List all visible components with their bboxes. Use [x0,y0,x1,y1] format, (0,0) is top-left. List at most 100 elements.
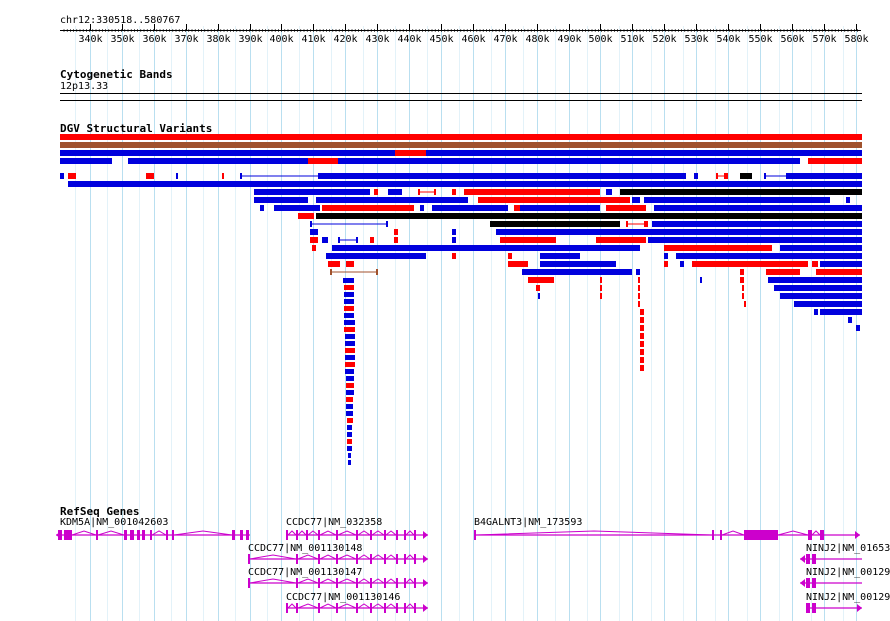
sv-feature[interactable] [347,425,352,430]
sv-link-end[interactable] [764,173,766,179]
sv-feature[interactable] [740,173,752,179]
gene-exon[interactable] [404,603,406,613]
sv-feature[interactable] [128,158,308,164]
gene-model[interactable] [474,530,860,540]
sv-feature[interactable] [812,261,818,267]
sv-feature[interactable] [60,142,862,148]
gene-exon[interactable] [812,554,816,564]
gene-exon[interactable] [296,603,298,613]
gene-exon[interactable] [64,530,72,540]
sv-link-end[interactable] [240,173,242,179]
sv-link-end[interactable] [330,269,332,275]
gene-exon[interactable] [306,530,308,540]
ruler[interactable] [0,0,890,50]
gene-exon[interactable] [808,530,812,540]
gene-exon[interactable] [130,530,134,540]
sv-feature[interactable] [490,221,620,227]
sv-feature[interactable] [648,237,862,243]
gene-exon[interactable] [812,578,816,588]
gene-exon[interactable] [414,530,416,540]
sv-feature[interactable] [600,277,602,283]
sv-feature[interactable] [638,301,640,307]
sv-feature[interactable] [312,245,316,251]
sv-feature[interactable] [348,453,351,458]
sv-link-end[interactable] [644,221,646,227]
gene-exon[interactable] [336,530,338,540]
sv-feature[interactable] [60,150,862,156]
sv-feature[interactable] [344,306,354,311]
sv-feature[interactable] [596,237,646,243]
gene-exon[interactable] [384,603,386,613]
sv-link-end[interactable] [626,221,628,227]
sv-feature[interactable] [343,278,354,283]
sv-feature[interactable] [768,277,862,283]
sv-feature[interactable] [620,189,862,195]
gene-exon[interactable] [296,554,298,564]
sv-feature[interactable] [500,237,556,243]
sv-feature[interactable] [632,197,640,203]
sv-feature[interactable] [344,285,354,290]
gene-label[interactable]: CCDC77|NM_001130147 [248,567,363,578]
sv-feature[interactable] [346,390,354,395]
gene-exon[interactable] [414,554,416,564]
gene-exon[interactable] [124,530,127,540]
sv-feature[interactable] [744,301,746,307]
sv-feature[interactable] [740,269,744,275]
gene-exon[interactable] [296,530,298,540]
sv-feature[interactable] [742,285,744,291]
sv-feature[interactable] [298,213,314,219]
gene-exon[interactable] [318,578,320,588]
sv-link-end[interactable] [726,173,728,179]
gene-exon[interactable] [356,554,358,564]
sv-feature[interactable] [652,221,862,227]
gene-exon[interactable] [248,554,250,564]
sv-feature[interactable] [692,261,808,267]
sv-feature[interactable] [374,189,378,195]
sv-feature[interactable] [347,418,353,423]
gene-exon[interactable] [96,530,98,540]
sv-feature[interactable] [322,205,336,211]
gene-label[interactable]: NINJ2|NM_01653 [806,543,890,554]
sv-feature[interactable] [640,341,644,347]
gene-model[interactable] [800,554,862,564]
sv-feature[interactable] [260,205,264,211]
sv-feature[interactable] [432,205,508,211]
gene-exon[interactable] [232,530,235,540]
sv-feature[interactable] [346,376,354,381]
gene-exon[interactable] [474,530,476,540]
sv-feature[interactable] [254,189,370,195]
gene-exon[interactable] [720,530,722,540]
sv-feature[interactable] [654,205,862,211]
sv-feature[interactable] [640,333,644,339]
gene-exon[interactable] [370,530,372,540]
gene-exon[interactable] [384,530,386,540]
gene-exon[interactable] [142,530,145,540]
gene-label[interactable]: NINJ2|NM_00129 [806,567,890,578]
sv-feature[interactable] [146,173,154,179]
gene-label[interactable]: CCDC77|NM_001130146 [286,592,401,603]
sv-feature[interactable] [522,269,632,275]
sv-feature[interactable] [338,158,800,164]
sv-feature[interactable] [68,181,862,187]
sv-feature[interactable] [326,253,426,259]
sv-feature[interactable] [347,446,352,451]
sv-feature[interactable] [780,293,862,299]
gene-label[interactable]: KDM5A|NM_001042603 [60,517,169,528]
sv-feature[interactable] [788,173,862,179]
sv-feature[interactable] [345,341,355,346]
sv-feature[interactable] [478,197,630,203]
sv-feature[interactable] [538,293,540,299]
gene-label[interactable]: NINJ2|NM_00129 [806,592,890,603]
gene-exon[interactable] [318,530,320,540]
sv-feature[interactable] [348,460,351,465]
sv-feature[interactable] [496,229,862,235]
gene-exon[interactable] [396,530,398,540]
gene-exon[interactable] [812,603,816,613]
sv-link-end[interactable] [786,173,788,179]
sv-feature[interactable] [780,245,862,251]
gene-exon[interactable] [240,530,243,540]
sv-feature[interactable] [316,197,468,203]
sv-feature[interactable] [347,439,352,444]
gene-model[interactable] [248,578,428,588]
